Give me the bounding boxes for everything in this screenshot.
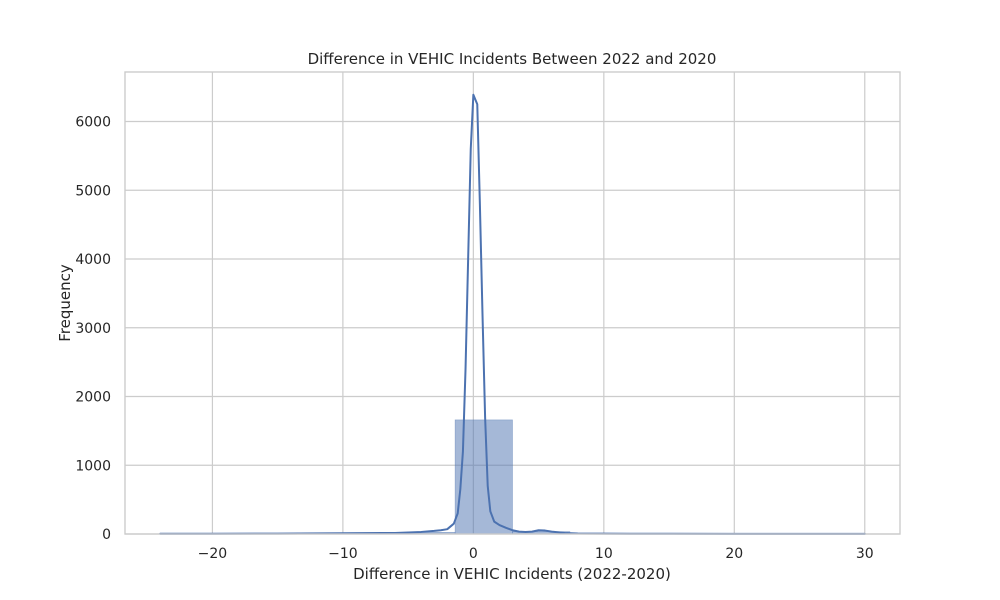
bars <box>159 419 866 535</box>
grid <box>125 72 900 535</box>
x-tick-label: 30 <box>856 546 874 562</box>
y-axis-label: Frequency <box>56 264 74 342</box>
y-tick-label: 2000 <box>75 390 111 406</box>
y-tick-label: 0 <box>102 527 111 543</box>
y-tick-label: 1000 <box>75 458 111 474</box>
x-tick-label: −10 <box>328 546 358 562</box>
y-tick-labels: 0 1000 2000 3000 4000 5000 6000 <box>75 115 111 544</box>
x-tick-label: 10 <box>595 546 613 562</box>
x-tick-labels: −20 −10 0 10 20 30 <box>198 546 874 562</box>
y-tick-label: 3000 <box>75 321 111 337</box>
kde-curve-group <box>159 93 866 535</box>
y-tick-label: 5000 <box>75 183 111 199</box>
x-tick-label: 20 <box>725 546 743 562</box>
y-tick-label: 4000 <box>75 252 111 268</box>
histogram-bar <box>454 419 513 535</box>
x-tick-label: −20 <box>198 546 228 562</box>
y-tick-label: 6000 <box>75 115 111 131</box>
plot-frame <box>124 71 901 535</box>
x-tick-label: 0 <box>469 546 478 562</box>
kde-curve <box>159 93 866 535</box>
chart-title: Difference in VEHIC Incidents Between 20… <box>308 50 717 68</box>
x-axis-label: Difference in VEHIC Incidents (2022-2020… <box>353 565 671 583</box>
